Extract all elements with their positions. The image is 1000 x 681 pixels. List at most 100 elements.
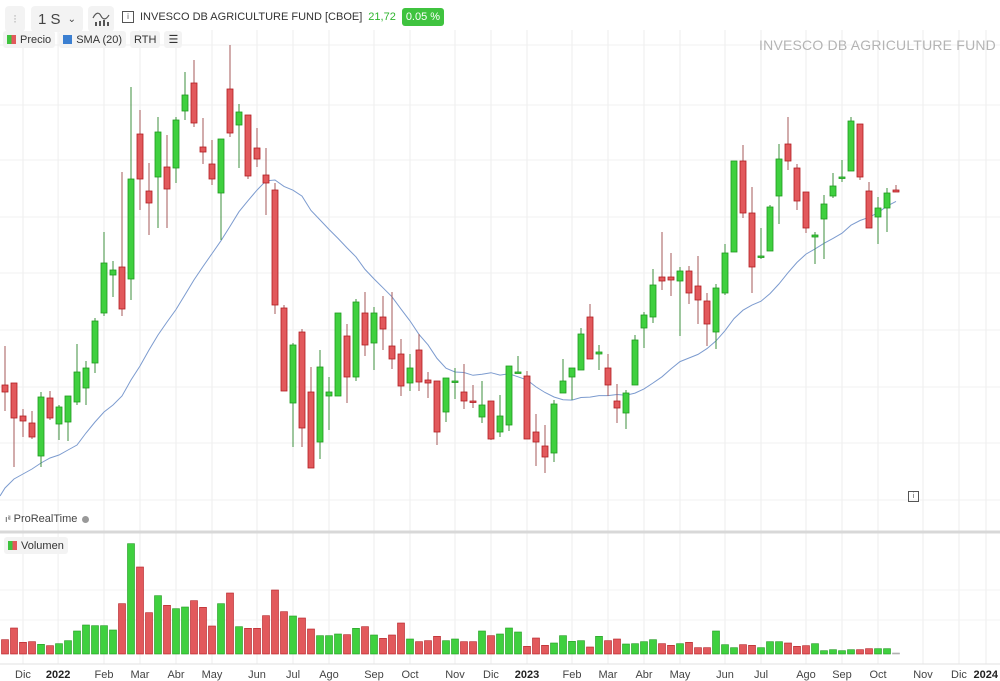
instrument-name: INVESCO DB AGRICULTURE FUND [CBOE] [140, 11, 363, 23]
x-axis: Dic 2022 Feb Mar Abr May Jun Jul Ago Sep Oct Nov Dic… [15, 669, 999, 681]
candle [595, 345, 603, 370]
candle-body [595, 351, 603, 355]
candle-body [496, 415, 504, 433]
volume-bar [586, 646, 594, 655]
candle [460, 364, 468, 409]
list-icon[interactable]: ☰ [164, 31, 183, 48]
volume-bar [442, 640, 450, 655]
candle-body [550, 403, 558, 454]
volume-bar [721, 644, 729, 655]
candle [289, 343, 297, 447]
x-tick-label: 2023 [515, 669, 539, 681]
volume-bar [874, 648, 882, 655]
candle [739, 145, 747, 218]
drag-handle-icon[interactable]: ⁝ [5, 6, 25, 32]
legend-volume[interactable]: Volumen [4, 537, 68, 554]
candle [514, 356, 522, 374]
volume-bar [478, 630, 486, 655]
volume-bar [739, 644, 747, 655]
candle [478, 381, 486, 423]
candle-body [325, 391, 333, 397]
volume-bar [433, 636, 441, 655]
candle-body [199, 146, 207, 153]
volume-bar [460, 641, 468, 655]
candle-body [379, 316, 387, 330]
candle-body [433, 380, 441, 433]
x-tick-label: Dic [483, 669, 499, 681]
candle-body [154, 131, 162, 178]
candle [163, 135, 171, 228]
volume-bar [469, 641, 477, 655]
volume-bar [550, 642, 558, 655]
candle [217, 138, 225, 240]
volume-bar [118, 603, 126, 655]
legend-price[interactable]: Precio [3, 31, 56, 48]
candle [874, 197, 882, 244]
volume-bar [235, 626, 243, 655]
chart-type-icon [92, 12, 110, 26]
candle-body [316, 366, 324, 443]
volume-bar [838, 650, 846, 655]
candle-body [424, 379, 432, 384]
volume-bar [406, 638, 414, 655]
candle-body [658, 276, 666, 282]
candle [577, 328, 585, 371]
sma-line [0, 179, 897, 497]
volume-bar [127, 543, 135, 655]
candle-body [739, 160, 747, 214]
candle-body [343, 335, 351, 378]
volume-bar [55, 643, 63, 655]
candle-body [109, 269, 117, 276]
candle-body [784, 143, 792, 162]
volume-bar [667, 645, 675, 655]
candle-body [82, 367, 90, 389]
candle [433, 380, 441, 445]
candle [883, 188, 891, 232]
volume-bar [163, 605, 171, 655]
chart-info-icon[interactable]: i [908, 491, 919, 502]
candle-body [541, 445, 549, 458]
rth-toggle[interactable]: RTH [130, 31, 161, 48]
candle-body [136, 133, 144, 180]
candle-body [712, 287, 720, 333]
candle [199, 118, 207, 164]
candle-body [334, 312, 342, 397]
candle-body [19, 415, 27, 422]
candle-body [676, 270, 684, 282]
candle [64, 395, 72, 441]
candle-body [361, 312, 369, 346]
volume-bar [181, 606, 189, 655]
legend-sma[interactable]: SMA (20) [59, 31, 127, 48]
volume-bar [631, 643, 639, 655]
candle-body [442, 377, 450, 413]
candle [262, 148, 270, 215]
candle [55, 405, 63, 440]
legend-price-label: Precio [20, 33, 52, 46]
branding: ıⁱᴵ ProRealTime [5, 513, 90, 525]
chart-type-button[interactable] [88, 6, 114, 32]
last-price: 21,72 [368, 11, 396, 23]
info-icon[interactable]: i [122, 11, 134, 23]
volume-bar [334, 633, 342, 655]
volume-bar [190, 600, 198, 655]
x-tick-label: May [202, 669, 223, 681]
volume-bar [379, 638, 387, 655]
volume-bar [892, 652, 900, 655]
volume-bar [613, 638, 621, 655]
x-tick-label: Oct [869, 669, 886, 681]
candle-body [820, 203, 828, 220]
candle-body [280, 307, 288, 392]
candle [568, 367, 576, 400]
candle [28, 411, 36, 439]
volume-bar [505, 627, 513, 655]
x-tick-label: Feb [563, 669, 582, 681]
candle [235, 104, 243, 168]
volume-bar [676, 643, 684, 655]
candle-body [352, 301, 360, 378]
interval-select[interactable]: 1 S ⌄ [31, 6, 83, 32]
volume-bar [685, 642, 693, 655]
branding-label: ProRealTime [13, 513, 78, 525]
volume-bar [289, 615, 297, 655]
candle [91, 318, 99, 373]
